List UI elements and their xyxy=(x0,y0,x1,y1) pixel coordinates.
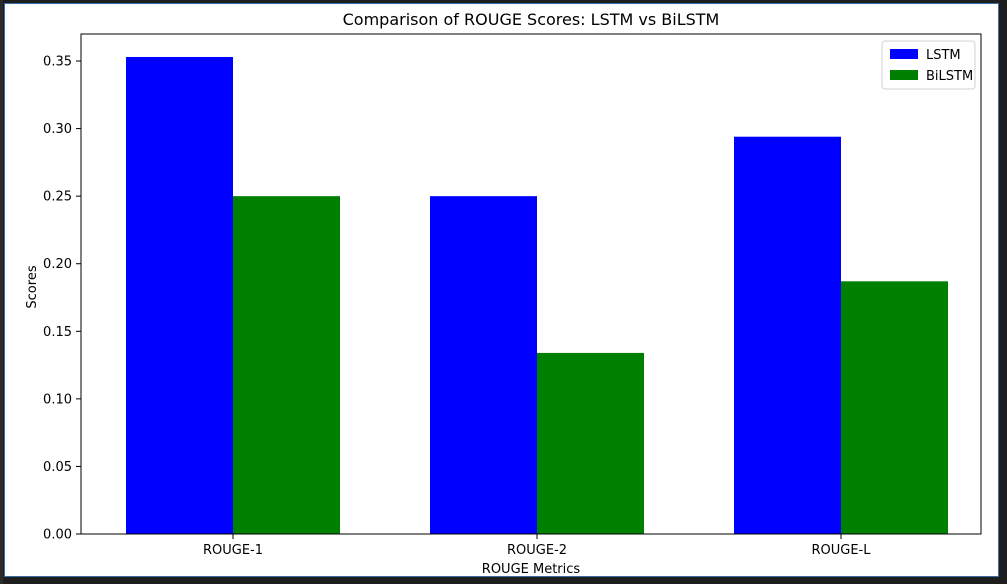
x-axis-label: ROUGE Metrics xyxy=(482,562,581,576)
bar-lstm-rouge-2 xyxy=(430,196,537,534)
x-tick-label: ROUGE-2 xyxy=(507,543,567,558)
chart-title: Comparison of ROUGE Scores: LSTM vs BiLS… xyxy=(343,10,720,29)
legend-swatch-bilstm xyxy=(890,70,918,80)
y-tick-label: 0.10 xyxy=(43,392,72,407)
y-tick-label: 0.05 xyxy=(43,460,72,475)
bar-bilstm-rouge-2 xyxy=(537,352,644,534)
y-tick-label: 0.35 xyxy=(43,55,72,70)
y-tick-label: 0.30 xyxy=(43,122,72,137)
axes-frame xyxy=(80,33,982,535)
figure-frame: Comparison of ROUGE Scores: LSTM vs BiLS… xyxy=(4,3,999,577)
y-tick-label: 0.15 xyxy=(43,325,72,340)
bar-bilstm-rouge-l xyxy=(841,281,948,534)
y-tick-label: 0.25 xyxy=(43,190,72,205)
x-tick-label: ROUGE-L xyxy=(811,543,871,558)
bar-bilstm-rouge-1 xyxy=(233,196,340,534)
y-tick-label: 0.00 xyxy=(43,528,72,543)
plot-area: ROUGE-1 ROUGE-2 ROUGE-L 0.00 0.05 0.10 0.15 0.2… xyxy=(43,33,982,558)
bar-lstm-rouge-l xyxy=(734,136,841,534)
rouge-bar-chart: Comparison of ROUGE Scores: LSTM vs BiLS… xyxy=(25,10,982,577)
legend: LSTM BiLSTM xyxy=(881,40,976,90)
legend-label-bilstm: BiLSTM xyxy=(926,69,973,84)
window-edge xyxy=(0,0,3,584)
legend-label-lstm: LSTM xyxy=(926,48,961,63)
x-tick-label: ROUGE-1 xyxy=(203,543,263,558)
y-tick-label: 0.20 xyxy=(43,257,72,272)
bar-lstm-rouge-1 xyxy=(126,56,233,535)
legend-swatch-lstm xyxy=(890,49,918,59)
y-axis-label: Scores xyxy=(25,265,40,308)
